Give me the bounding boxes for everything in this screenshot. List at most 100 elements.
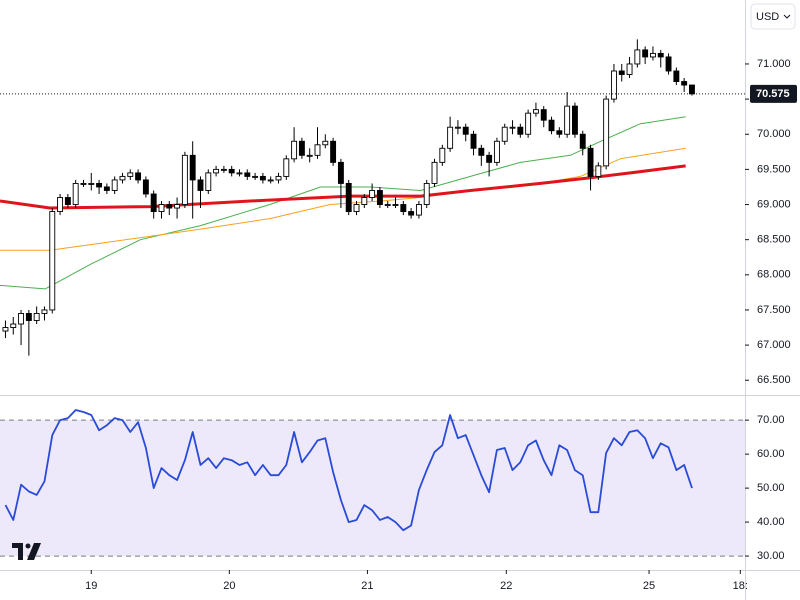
candle-body — [353, 204, 360, 213]
candle-body — [306, 154, 313, 157]
candle-body — [556, 130, 563, 135]
y-tick-label: 67.000 — [757, 339, 791, 351]
rsi-line — [4, 409, 693, 532]
logo-part — [27, 543, 41, 560]
candle-body — [189, 154, 196, 181]
candle-body — [595, 165, 602, 177]
y-tick-label: 66.500 — [757, 374, 791, 386]
candle-body — [33, 313, 40, 321]
candle-body — [314, 144, 321, 156]
y-tick-label: 69.500 — [757, 163, 791, 175]
candle-body — [228, 168, 235, 174]
candle-body — [80, 182, 87, 185]
candle-body — [25, 313, 32, 321]
candle-body — [127, 172, 134, 177]
candle-body — [501, 126, 508, 142]
candle-body — [150, 193, 157, 213]
candle-body — [603, 98, 610, 167]
candle-body — [447, 126, 454, 149]
rsi-tick-label: 50.00 — [757, 482, 785, 494]
candle-body — [649, 52, 656, 58]
currency-label[interactable]: USD — [756, 11, 779, 23]
rsi-pane — [0, 409, 745, 557]
candle-body — [431, 161, 438, 184]
candle-body — [517, 126, 524, 135]
candle-body — [665, 56, 672, 72]
y-tick-label: 70.000 — [757, 128, 791, 140]
candle-body — [439, 147, 446, 163]
candle-body — [548, 119, 555, 132]
candle-body — [142, 179, 149, 195]
candle-body — [642, 49, 649, 58]
candle-body — [298, 140, 305, 156]
candle-body — [111, 179, 118, 191]
candle-body — [345, 182, 352, 213]
last-price-box — [750, 84, 797, 103]
candle-body — [493, 140, 500, 163]
candle-body — [610, 70, 617, 100]
candle-body — [181, 154, 188, 205]
candle-body — [88, 182, 95, 185]
rsi-tick-label: 30.00 — [757, 550, 785, 562]
price-pane — [0, 39, 745, 356]
candle-body — [275, 175, 282, 181]
candle-body — [454, 126, 461, 129]
y-tick-label: 67.500 — [757, 304, 791, 316]
candle-body — [322, 140, 329, 146]
candle-body — [626, 63, 633, 75]
candle-body — [470, 133, 477, 149]
candle-body — [384, 204, 391, 206]
logo-part — [12, 543, 23, 560]
candle-body — [72, 182, 79, 205]
candle-body — [525, 112, 532, 135]
candle-body — [634, 49, 641, 65]
candle-body — [532, 109, 539, 114]
candle-body — [10, 323, 17, 328]
moving-average — [0, 147, 686, 251]
candle-body — [564, 105, 571, 135]
candle-body — [166, 204, 173, 209]
candle-body — [462, 126, 469, 135]
candle-body — [259, 175, 266, 181]
logo-part — [25, 543, 31, 549]
candle-body — [197, 179, 204, 191]
candle-body — [376, 190, 383, 205]
candle-body — [408, 211, 415, 216]
y-tick-label: 68.500 — [757, 234, 791, 246]
candle-body — [205, 172, 212, 191]
rsi-band — [0, 420, 745, 557]
currency-button-box[interactable] — [750, 3, 796, 30]
x-tick-label: 22 — [500, 580, 512, 592]
currency-button[interactable]: USD — [750, 3, 796, 30]
candle-body — [540, 109, 547, 121]
last-price-label: 70.575 — [756, 88, 790, 100]
candle-body — [18, 313, 25, 325]
candle-body — [236, 172, 243, 175]
y-tick-label: 68.000 — [757, 269, 791, 281]
candle-body — [486, 154, 493, 163]
candle-body — [330, 140, 337, 163]
candle-body — [213, 168, 220, 174]
candle-body — [135, 172, 142, 181]
candle-body — [509, 126, 516, 129]
candle-body — [103, 186, 110, 191]
candle-body — [689, 84, 695, 95]
candle-body — [618, 70, 625, 75]
candle-body — [96, 182, 103, 188]
candle-body — [49, 211, 56, 311]
candle-body — [337, 161, 344, 184]
moving-average — [0, 164, 686, 210]
x-tick-label: 18: — [733, 580, 748, 592]
candle-body — [220, 168, 227, 171]
y-tick-label: 71.000 — [757, 58, 791, 70]
candle-body — [478, 147, 485, 156]
candle-body — [571, 105, 578, 135]
candle-body — [681, 81, 688, 86]
candle-body — [392, 204, 399, 206]
x-tick-label: 20 — [223, 580, 235, 592]
candle-body — [252, 175, 259, 178]
candle-body — [415, 204, 422, 216]
candle-body — [423, 182, 430, 205]
